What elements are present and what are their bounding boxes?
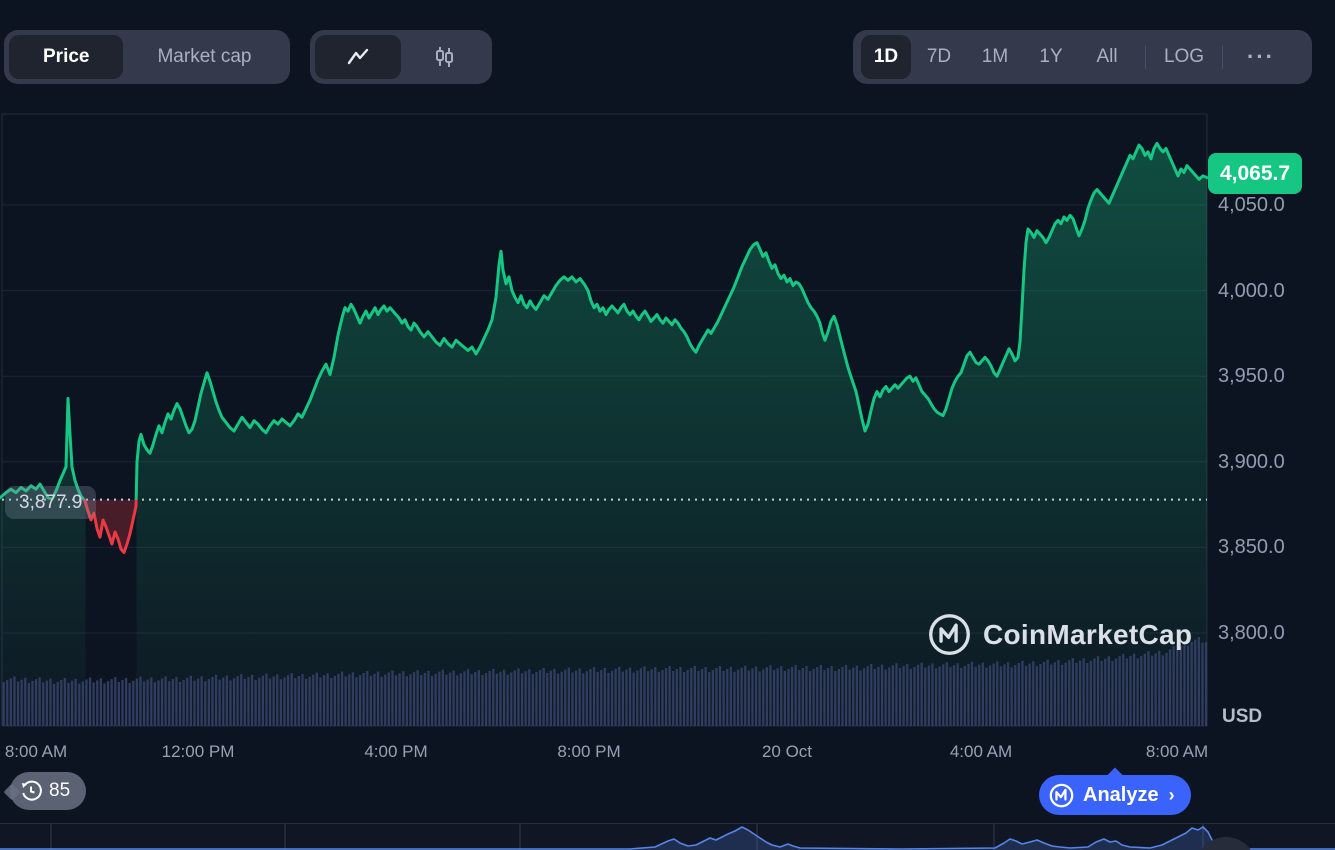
y-axis-tick-label: 4,000.0 <box>1218 279 1285 302</box>
time-range-group: 1D 7D 1M 1Y All LOG ··· <box>853 30 1312 84</box>
x-axis-tick-label: 12:00 PM <box>161 742 235 761</box>
y-axis-tick-label: 4,050.0 <box>1218 194 1285 216</box>
range-all-button[interactable]: All <box>1079 35 1135 79</box>
metric-toggle-group: Price Market cap <box>4 30 291 84</box>
x-axis-tick-label: 4:00 AM <box>949 742 1013 761</box>
history-count: 85 <box>49 780 71 801</box>
history-count-badge[interactable]: 85 <box>10 772 87 810</box>
price-toggle-button[interactable]: Price <box>9 35 124 79</box>
y-axis-tick-label: 3,900.0 <box>1218 450 1285 473</box>
range-1y-button[interactable]: 1Y <box>1023 35 1079 79</box>
line-chart-button[interactable] <box>315 35 401 79</box>
x-axis-tick-label: 4:00 PM <box>364 742 428 761</box>
open-price-label: 3,877.9 <box>5 486 97 519</box>
y-axis-tick-label: 3,850.0 <box>1218 536 1285 559</box>
line-chart-icon <box>346 47 370 67</box>
y-axis-tick-label: 3,800.0 <box>1218 622 1285 644</box>
chart-toolbar: Price Market cap 1D 7D 1M <box>0 30 1335 84</box>
watermark-text: CoinMarketCap <box>983 618 1193 650</box>
candlestick-chart-button[interactable] <box>401 35 487 79</box>
range-1d-button[interactable]: 1D <box>861 35 911 79</box>
x-axis-tick-label: 8:00 AM <box>4 742 68 761</box>
analyze-label: Analyze <box>1083 783 1159 806</box>
chevron-right-icon: › <box>1168 784 1175 805</box>
chart-type-toggle-group <box>310 30 492 84</box>
log-scale-button[interactable]: LOG <box>1156 35 1212 79</box>
market-cap-toggle-button[interactable]: Market cap <box>123 35 285 79</box>
toolbar-separator <box>1145 45 1146 69</box>
current-price-badge: 4,065.7 <box>1208 153 1302 194</box>
x-axis-tick-label: 8:00 AM <box>1145 742 1209 761</box>
toolbar-separator <box>1222 45 1223 69</box>
navigator-strip[interactable] <box>0 823 1335 850</box>
range-1m-button[interactable]: 1M <box>967 35 1023 79</box>
coinmarketcap-watermark: CoinMarketCap <box>927 612 1192 657</box>
range-7d-button[interactable]: 7D <box>911 35 967 79</box>
x-axis-tick-label: 8:00 PM <box>557 742 621 761</box>
x-axis-tick-label: 20 Oct <box>761 742 813 761</box>
coinmarketcap-logo-icon <box>927 612 972 657</box>
history-clock-icon <box>20 780 42 802</box>
analyze-logo-icon <box>1048 782 1075 809</box>
analyze-button[interactable]: Analyze › <box>1039 775 1191 815</box>
more-options-button[interactable]: ··· <box>1233 44 1289 70</box>
y-axis-tick-label: 3,950.0 <box>1218 365 1285 388</box>
candlestick-icon <box>432 45 456 69</box>
currency-label: USD <box>1222 706 1263 727</box>
